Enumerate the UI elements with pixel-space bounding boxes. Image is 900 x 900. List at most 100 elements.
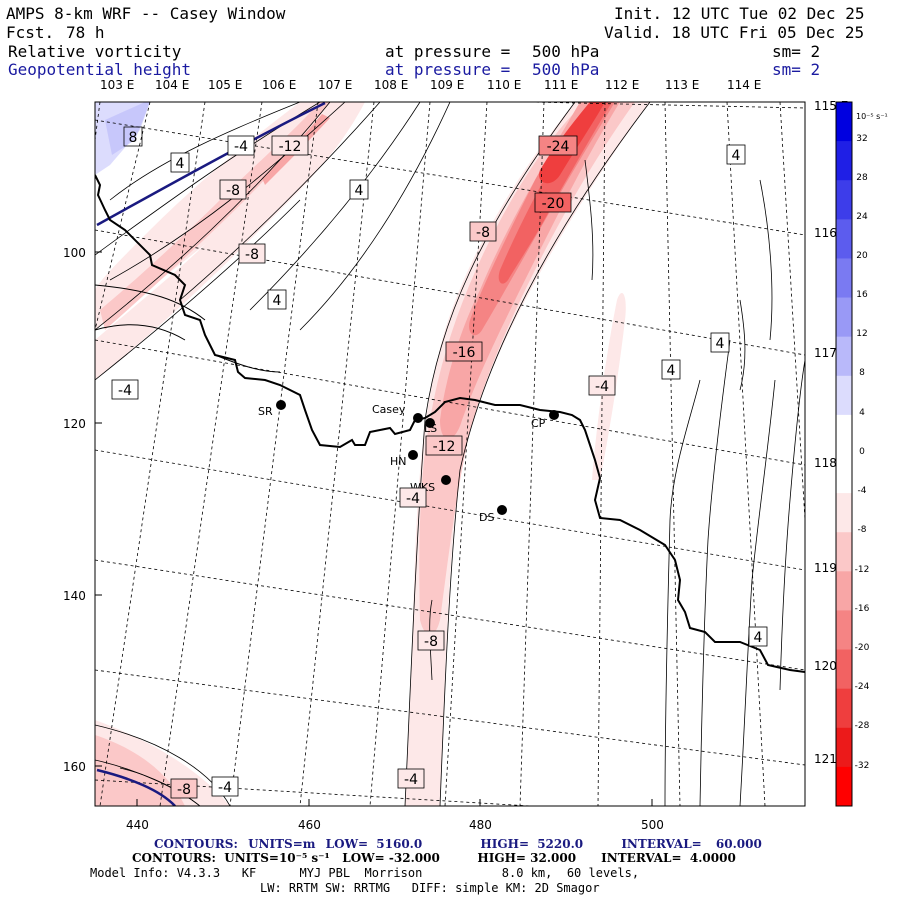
station-label: LS	[424, 422, 437, 435]
svg-text:-4: -4	[218, 780, 232, 796]
station-marker	[549, 410, 559, 420]
coastline	[95, 174, 805, 673]
y-tick-label: 140	[63, 589, 86, 603]
svg-text:-12: -12	[433, 439, 456, 455]
svg-text:-28: -28	[855, 721, 870, 731]
stations: SR Casey LS HN WKS CP DS	[258, 400, 559, 524]
field1-smoothing: sm= 2	[772, 42, 821, 61]
lon-label: 106 E	[262, 78, 296, 92]
svg-text:-24: -24	[547, 139, 570, 155]
lon-label: 113 E	[665, 78, 699, 92]
footer-line2: CONTOURS: UNITS=10⁻⁵ s⁻¹ LOW= -32.000 HI…	[132, 851, 736, 865]
svg-text:32: 32	[856, 134, 867, 144]
x-tick-label: 460	[298, 818, 321, 832]
colorbar-unit-label: 10⁻⁵ s⁻¹	[856, 112, 888, 121]
colorbar-segment	[836, 688, 852, 729]
y-tick-label: 120	[63, 417, 86, 431]
svg-text:28: 28	[856, 173, 868, 183]
colorbar-segment	[836, 102, 852, 142]
forecast-label: Fcst.	[6, 23, 55, 42]
vorticity-fill-negative	[95, 102, 365, 380]
forecast-hour: 78 h	[66, 23, 105, 42]
field1-pressure-text: at pressure =	[385, 42, 511, 61]
svg-text:-20: -20	[542, 196, 565, 212]
svg-text:4: 4	[754, 630, 763, 646]
station-label: SR	[258, 405, 273, 418]
colorbar-segment	[836, 414, 852, 455]
svg-text:16: 16	[856, 290, 868, 300]
footer-physics: LW: RRTM SW: RRTMG DIFF: simple KM: 2D S…	[260, 881, 600, 895]
station-label: DS	[479, 511, 494, 524]
footer-high-value: 5220.0	[537, 837, 584, 851]
colorbar-segment	[836, 493, 852, 533]
lon-label: 103 E	[100, 78, 134, 92]
svg-text:-20: -20	[855, 643, 870, 653]
field1-pressure-value: 500 hPa	[532, 42, 600, 61]
colorbar-segment	[836, 649, 852, 690]
svg-text:4: 4	[176, 156, 185, 172]
footer-interval-value: 60.000	[715, 837, 762, 851]
colorbar-segment	[836, 571, 852, 611]
svg-text:-4: -4	[234, 139, 248, 155]
plot-frame	[94, 101, 806, 807]
colorbar-segment	[836, 727, 852, 768]
footer-line1: CONTOURS: UNITS=m LOW= 5160.0 HIGH= 5220…	[154, 837, 762, 851]
lon-label: 107 E	[318, 78, 352, 92]
svg-text:8: 8	[859, 368, 865, 378]
svg-text:4: 4	[355, 183, 364, 199]
station-label: CP	[531, 417, 546, 430]
footer-model-info: Model Info: V4.3.3 KF MYJ PBL Morrison 8…	[90, 866, 640, 880]
lon-label: 111 E	[544, 78, 578, 92]
left-axis: 100 120 140 160	[63, 246, 102, 774]
station-label: Casey	[372, 403, 406, 416]
svg-text:4: 4	[667, 363, 676, 379]
colorbar-frame	[835, 101, 853, 807]
station-marker	[425, 418, 435, 428]
longitude-grid	[95, 102, 805, 806]
field2-pressure-text: at pressure =	[385, 60, 511, 79]
colorbar-segment	[836, 180, 852, 220]
coastline	[95, 324, 186, 341]
svg-text:-32: -32	[855, 761, 870, 771]
colorbar-segment	[836, 766, 852, 807]
station-marker	[413, 413, 423, 423]
lon-label: 114 E	[727, 78, 761, 92]
geopotential-contour	[96, 102, 326, 227]
top-longitude-labels: 103 E 104 E 105 E 106 E 107 E 108 E 109 …	[100, 78, 761, 92]
svg-text:-8: -8	[858, 525, 867, 535]
vorticity-fill-negative	[440, 102, 620, 439]
svg-text:-16: -16	[453, 345, 476, 361]
latitude-grid	[95, 102, 805, 806]
svg-text:4: 4	[716, 336, 725, 352]
svg-text:-12: -12	[855, 565, 870, 575]
coastline	[95, 284, 206, 321]
footer-interval-label: INTERVAL=	[621, 837, 702, 851]
lon-label: 112 E	[605, 78, 639, 92]
colorbar-segment	[836, 141, 852, 181]
svg-text:-8: -8	[476, 225, 490, 241]
svg-text:-4: -4	[118, 383, 132, 399]
svg-text:20: 20	[856, 251, 868, 261]
svg-text:0: 0	[859, 447, 865, 457]
station-marker	[441, 475, 451, 485]
footer-low-label: LOW=	[325, 837, 369, 851]
geopotential-contour	[96, 768, 176, 806]
vorticity-fill-positive	[105, 102, 150, 155]
station-label: HN	[390, 455, 407, 468]
coastline	[214, 354, 281, 373]
field2-pressure-value: 500 hPa	[532, 60, 600, 79]
x-tick-label: 500	[641, 818, 664, 832]
station-marker	[497, 505, 507, 515]
footer-contours-label: CONTOURS:	[154, 837, 238, 851]
svg-text:-8: -8	[177, 782, 191, 798]
bottom-axis: 440 460 480 500	[126, 799, 664, 832]
svg-text:-12: -12	[279, 139, 302, 155]
svg-text:-4: -4	[404, 772, 418, 788]
lon-label: 104 E	[155, 78, 189, 92]
footer-units: UNITS=m	[248, 837, 316, 851]
lon-label: 110 E	[487, 78, 521, 92]
lon-label: 105 E	[208, 78, 242, 92]
svg-text:4: 4	[273, 293, 282, 309]
station-marker	[408, 450, 418, 460]
